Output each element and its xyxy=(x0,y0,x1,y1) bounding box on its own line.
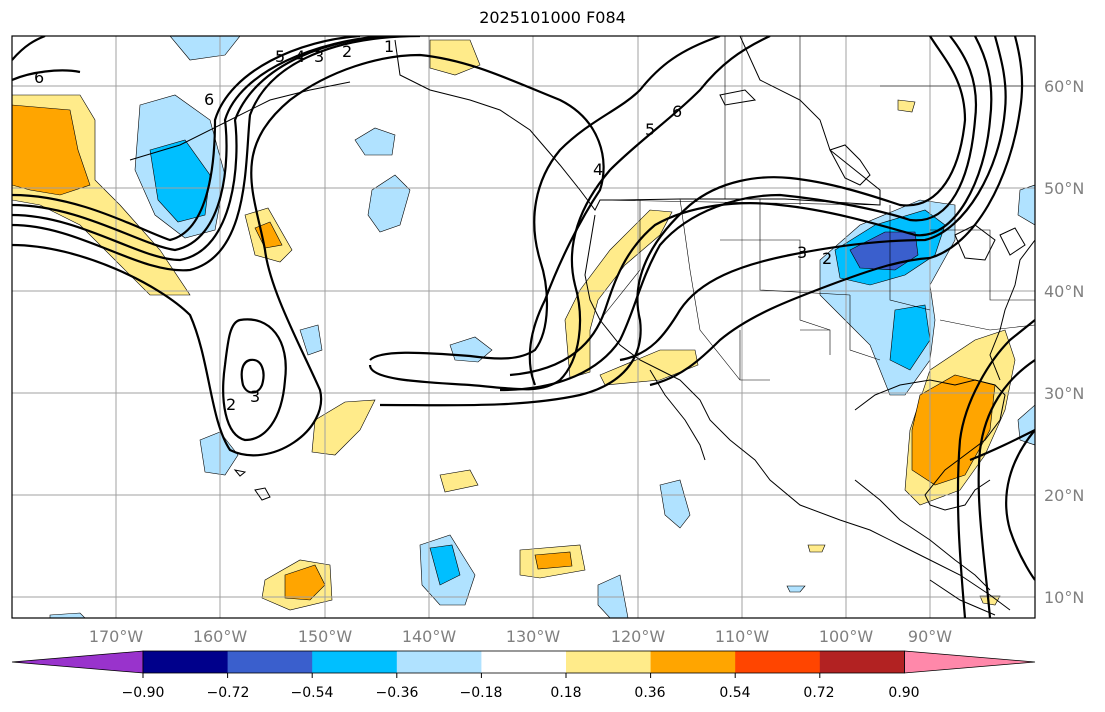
contour-label: 1 xyxy=(384,37,394,56)
colorbar-bin xyxy=(819,651,905,673)
lat-label: 50°N xyxy=(1044,179,1084,198)
fill-negative-blue xyxy=(149,139,211,223)
colorbar-tick-label: 0.54 xyxy=(719,685,750,701)
colorbar-bin xyxy=(227,651,313,673)
colorbar-tick-label: 0.36 xyxy=(634,685,665,701)
lon-label: 150°W xyxy=(298,627,353,646)
colorbar-bin xyxy=(566,651,652,673)
contour-label-group: 6 5 4 3 2 1 4 5 6 3 2 2 3 6 xyxy=(34,37,832,414)
contour-label: 2 xyxy=(822,249,832,268)
colorbar-tick-label: 0.90 xyxy=(888,685,919,701)
lon-label: 160°W xyxy=(193,627,248,646)
lat-label: 40°N xyxy=(1044,282,1084,301)
lon-label: 140°W xyxy=(402,627,457,646)
colorbar-bin xyxy=(481,651,567,673)
lon-label: 100°W xyxy=(819,627,874,646)
contour-label: 2 xyxy=(226,395,236,414)
colorbar-tick-label: −0.18 xyxy=(460,685,503,701)
colorbar-frame xyxy=(142,650,905,674)
lat-lon-grid xyxy=(12,36,1035,618)
plot-frame xyxy=(11,35,1036,619)
contour-label: 6 xyxy=(204,90,214,109)
colorbar-ticks: −0.90 −0.72 −0.54 −0.36 −0.18 0.18 0.36 … xyxy=(122,685,920,701)
contour-label: 3 xyxy=(250,387,260,406)
lon-label: 130°W xyxy=(506,627,561,646)
colorbar-extend-high xyxy=(904,650,1036,674)
colorbar-tick-label: −0.54 xyxy=(291,685,334,701)
contour-label: 3 xyxy=(797,243,807,262)
fill-positive-orange xyxy=(12,104,91,196)
contour-label: 5 xyxy=(645,120,655,139)
contour-label: 4 xyxy=(593,160,603,179)
colorbar xyxy=(11,650,1036,678)
lon-label: 170°W xyxy=(89,627,144,646)
colorbar-bin xyxy=(312,651,398,673)
colorbar-tick-label: 0.18 xyxy=(550,685,581,701)
colorbar-extend-low xyxy=(11,650,144,674)
lon-label: 120°W xyxy=(611,627,666,646)
contour-label: 2 xyxy=(342,42,352,61)
colorbar-tick-label: −0.72 xyxy=(207,685,250,701)
colorbar-bin xyxy=(735,651,821,673)
longitude-labels: 170°W 160°W 150°W 140°W 130°W 120°W 110°… xyxy=(89,627,952,646)
contour-label: 3 xyxy=(314,47,324,66)
colorbar-tick-label: −0.36 xyxy=(376,685,419,701)
colorbar-tick-label: −0.90 xyxy=(122,685,165,701)
contour-label: 4 xyxy=(295,47,305,66)
colorbar-bin xyxy=(396,651,482,673)
contour-lines xyxy=(12,36,1035,618)
lat-label: 20°N xyxy=(1044,486,1084,505)
map-title: 2025101000 F084 xyxy=(479,8,626,27)
map-plot-area: 6 5 4 3 2 1 4 5 6 3 2 2 3 6 xyxy=(12,36,1035,618)
contour-label: 6 xyxy=(34,68,44,87)
colorbar-bin xyxy=(650,651,736,673)
colorbar-tick-label: 0.72 xyxy=(803,685,834,701)
lat-label: 10°N xyxy=(1044,588,1084,607)
lon-label: 110°W xyxy=(715,627,770,646)
lat-label: 60°N xyxy=(1044,77,1084,96)
contour-label: 5 xyxy=(275,47,285,66)
colorbar-bin xyxy=(143,651,229,673)
latitude-labels: 60°N 50°N 40°N 30°N 20°N 10°N xyxy=(1044,77,1084,607)
contour-label: 6 xyxy=(672,102,682,121)
lat-label: 30°N xyxy=(1044,384,1084,403)
lon-label: 90°W xyxy=(908,627,952,646)
anomaly-fills xyxy=(12,36,1035,618)
